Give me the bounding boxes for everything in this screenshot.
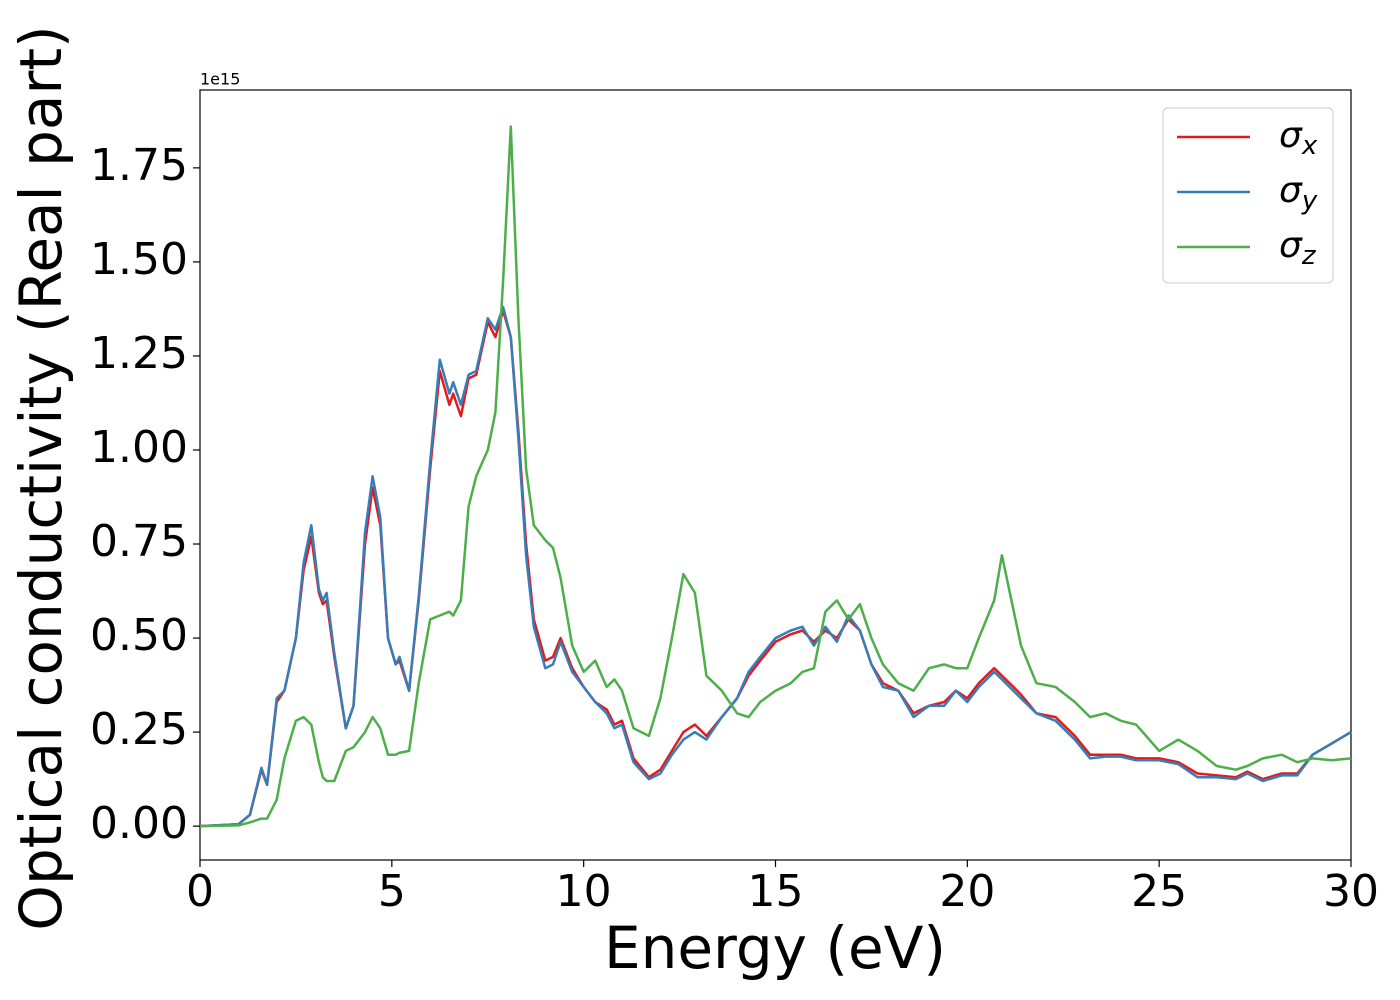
- y-tick-label: 1.00: [90, 422, 188, 473]
- x-tick-label: 25: [1131, 866, 1187, 917]
- series-line: [199, 125, 1352, 828]
- y-tick-label: 0.75: [90, 516, 188, 567]
- y-tick-label: 1.50: [90, 234, 188, 285]
- y-offset-label: 1e15: [200, 70, 240, 89]
- x-tick-label: 10: [556, 866, 612, 917]
- legend-label: σy: [1279, 170, 1318, 216]
- legend-box: [1162, 107, 1334, 284]
- y-tick-label: 1.75: [90, 140, 188, 191]
- x-tick-label: 5: [378, 866, 406, 917]
- y-tick-label: 0.00: [90, 798, 188, 849]
- series-line: [199, 305, 1352, 828]
- y-axis-label: Optical conductivity (Real part): [7, 25, 75, 930]
- x-tick-label: 0: [186, 866, 214, 917]
- series-line: [199, 309, 1352, 828]
- y-tick-label: 0.50: [90, 610, 188, 661]
- y-tick-label: 1.25: [90, 328, 188, 379]
- x-axis-label: Energy (eV): [604, 914, 946, 982]
- legend-label: σz: [1279, 225, 1317, 271]
- y-tick-label: 0.25: [90, 704, 188, 755]
- x-tick-label: 15: [748, 866, 804, 917]
- legend-label: σx: [1279, 115, 1318, 161]
- x-tick-label: 20: [939, 866, 995, 917]
- x-tick-label: 30: [1323, 866, 1379, 917]
